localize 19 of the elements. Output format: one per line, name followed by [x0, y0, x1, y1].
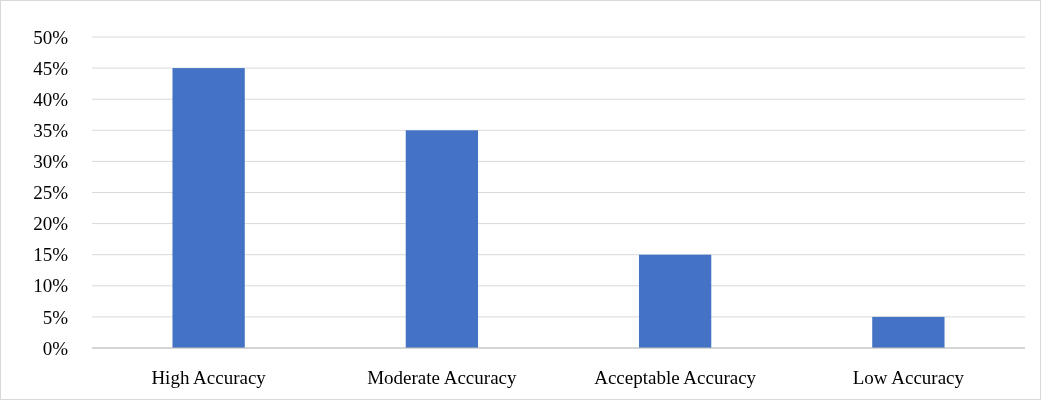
y-tick-label: 30% — [33, 151, 69, 173]
x-tick-label: Moderate Accuracy — [367, 367, 518, 388]
x-tick-label: Acceptable Accuracy — [594, 367, 757, 388]
y-tick-label: 5% — [42, 306, 69, 328]
x-tick-label: High Accuracy — [151, 367, 267, 388]
y-tick-label: 15% — [33, 244, 69, 266]
bar — [405, 130, 479, 348]
bar — [638, 254, 712, 348]
x-tick-label: Low Accuracy — [852, 367, 965, 388]
bar — [172, 68, 245, 348]
y-tick-label: 10% — [33, 275, 69, 297]
y-tick-label: 35% — [33, 119, 69, 141]
y-tick-label: 0% — [42, 337, 69, 359]
y-tick-label: 50% — [33, 26, 69, 48]
y-tick-label: 20% — [33, 213, 69, 235]
y-tick-label: 40% — [33, 88, 69, 110]
bar — [872, 316, 945, 348]
y-tick-label: 45% — [33, 57, 69, 79]
y-tick-label: 25% — [33, 182, 69, 204]
